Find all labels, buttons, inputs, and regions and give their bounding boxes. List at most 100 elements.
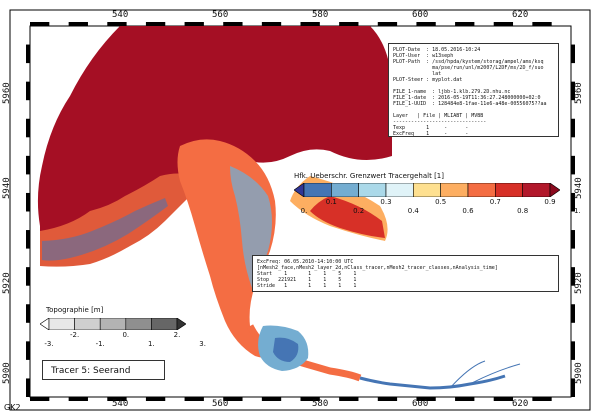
frame-check — [416, 397, 436, 401]
colorbar-tick-lower: 0.2 — [353, 207, 365, 215]
y-tick-right: 5960 — [574, 82, 584, 104]
wadden-strip-left-blue — [42, 198, 168, 261]
frame-check — [26, 192, 30, 212]
colorbar-tick-lower: 0.6 — [462, 207, 474, 215]
frame-check — [571, 341, 575, 360]
plot-info-line: PLOT-Path : /ssd/hpda/kystem/storag/ampe… — [393, 59, 544, 65]
frame-check — [377, 397, 398, 401]
frame-check — [26, 118, 30, 138]
plot-info-box: PLOT-Date : 18.05.2016-10:24 PLOT-User : … — [388, 43, 559, 137]
x-tick-bottom: 620 — [512, 399, 529, 409]
topography-colorbar — [40, 318, 186, 330]
topography-title: Topographie [m] — [46, 306, 104, 314]
y-tick-left: 5920 — [2, 272, 12, 294]
frame-check — [68, 22, 88, 26]
exc-info-box: ExcFreq: 06.05.2010-14:10:00 UTC [nMesh2_… — [252, 255, 559, 292]
x-tick-bottom: 580 — [312, 399, 329, 409]
frame-check — [26, 341, 30, 360]
plot-info-line: ma/pse/run/unl/m2007/L2DF/ms/2D_f/suo — [393, 65, 544, 71]
frame-check — [107, 397, 127, 401]
frame-check — [571, 44, 575, 64]
frame-check — [339, 22, 359, 26]
frame-check — [532, 22, 552, 26]
exc-info-line: [nMesh2_face,nMesh2_layer_2d,nClass_trac… — [257, 265, 498, 271]
frame-check — [261, 397, 282, 401]
x-tick-top: 620 — [512, 10, 529, 20]
frame-check — [184, 397, 204, 401]
outer-border — [9, 9, 591, 411]
topography-arrow-high — [176, 318, 186, 330]
river-upper — [359, 374, 506, 390]
colorbar-tick-upper: 0.7 — [489, 198, 501, 206]
frame-check — [571, 81, 575, 101]
y-tick-left: 5960 — [2, 82, 12, 104]
plot-info-line: FILE_1-UUID : 128484e8-1fae-11e6-a48e-00… — [393, 101, 547, 107]
frame-check — [26, 378, 30, 397]
river-tributary — [449, 360, 521, 389]
plot-info-line: ExcFreq 1 - - — [393, 131, 469, 137]
topography-tick-lower: -1. — [95, 340, 105, 348]
plot-info-line: FILE_1-date : 2016-05-19T11:36:27.248000… — [393, 95, 541, 101]
frame-check — [26, 304, 30, 323]
frame-check — [26, 267, 30, 286]
colorbar-segment — [522, 183, 551, 197]
plot-info-line: Texp 1 - - — [393, 125, 469, 131]
frame-check — [26, 155, 30, 175]
topography-tick-lower: 1. — [148, 340, 155, 348]
frame-check — [26, 81, 30, 101]
topography-segment — [125, 318, 152, 330]
map-canvas — [37, 26, 521, 390]
colorbar-segment — [331, 183, 359, 197]
colorbar — [294, 183, 560, 197]
x-tick-top: 600 — [412, 10, 429, 20]
y-tick-right: 5920 — [574, 272, 584, 294]
plot-info-line: Layer | File | MLIABT | MVBB — [393, 113, 484, 119]
colorbar-tick-lower: 0.4 — [407, 207, 419, 215]
colorbar-segment — [358, 183, 387, 197]
frame-check — [26, 230, 30, 249]
colorbar-tick-lower: 0.8 — [517, 207, 529, 215]
colorbar-tick-lower: 0. — [300, 207, 308, 215]
y-tick-right: 5900 — [574, 362, 584, 384]
y-tick-left: 5940 — [2, 177, 12, 199]
frame-check — [571, 155, 575, 175]
plot-info-line: FILE_1-name : ljbb-1.klb.279.2D.nhu.nc — [393, 89, 511, 95]
exc-info-line: Stride 1 1 1 1 1 — [257, 283, 357, 289]
colorbar-tick-upper: 0.1 — [325, 198, 337, 206]
frame-check — [223, 22, 243, 26]
frame-check — [571, 230, 575, 249]
plot-info-line: lat — [393, 71, 442, 77]
topography-tick-lower: -3. — [44, 340, 54, 348]
topography-tick-upper: -2. — [69, 331, 80, 339]
topography-arrow-low — [40, 318, 50, 330]
frame-check — [339, 397, 359, 401]
topography-tick-lower: 3. — [199, 340, 206, 348]
colorbar-arrow-high — [549, 183, 560, 197]
frame-check — [26, 44, 30, 64]
colorbar-tick-lower: 1. — [573, 207, 581, 215]
east-flats-red — [310, 196, 385, 238]
frame-check — [455, 397, 475, 401]
colorbar-segment — [303, 183, 332, 197]
colorbar-arrow-low — [294, 183, 305, 197]
frame-check — [455, 22, 475, 26]
tracer-label: Tracer 5: Seerand — [42, 360, 165, 380]
plot-info-line: PLOT-User : w13seph — [393, 53, 454, 59]
x-tick-bottom: 560 — [212, 399, 229, 409]
frame-check — [493, 397, 514, 401]
colorbar-tick-upper: 0.9 — [544, 198, 556, 206]
frame-check — [223, 397, 243, 401]
exc-info-line: Start 1 1 1 5 1 — [257, 271, 357, 277]
plot-info-line: ------------------------------- — [393, 119, 487, 125]
frame-check — [571, 118, 575, 138]
frame-check — [571, 378, 575, 397]
frame-check — [300, 397, 320, 401]
frame-check — [107, 22, 127, 26]
x-tick-top: 580 — [312, 10, 329, 20]
topography-segment — [99, 318, 127, 330]
frame-check — [145, 397, 166, 401]
frame-check — [532, 397, 552, 401]
frame-check — [571, 304, 575, 323]
exc-info-line: Stop 221921 1 1 5 1 — [257, 277, 357, 283]
topography-segment — [74, 318, 101, 330]
